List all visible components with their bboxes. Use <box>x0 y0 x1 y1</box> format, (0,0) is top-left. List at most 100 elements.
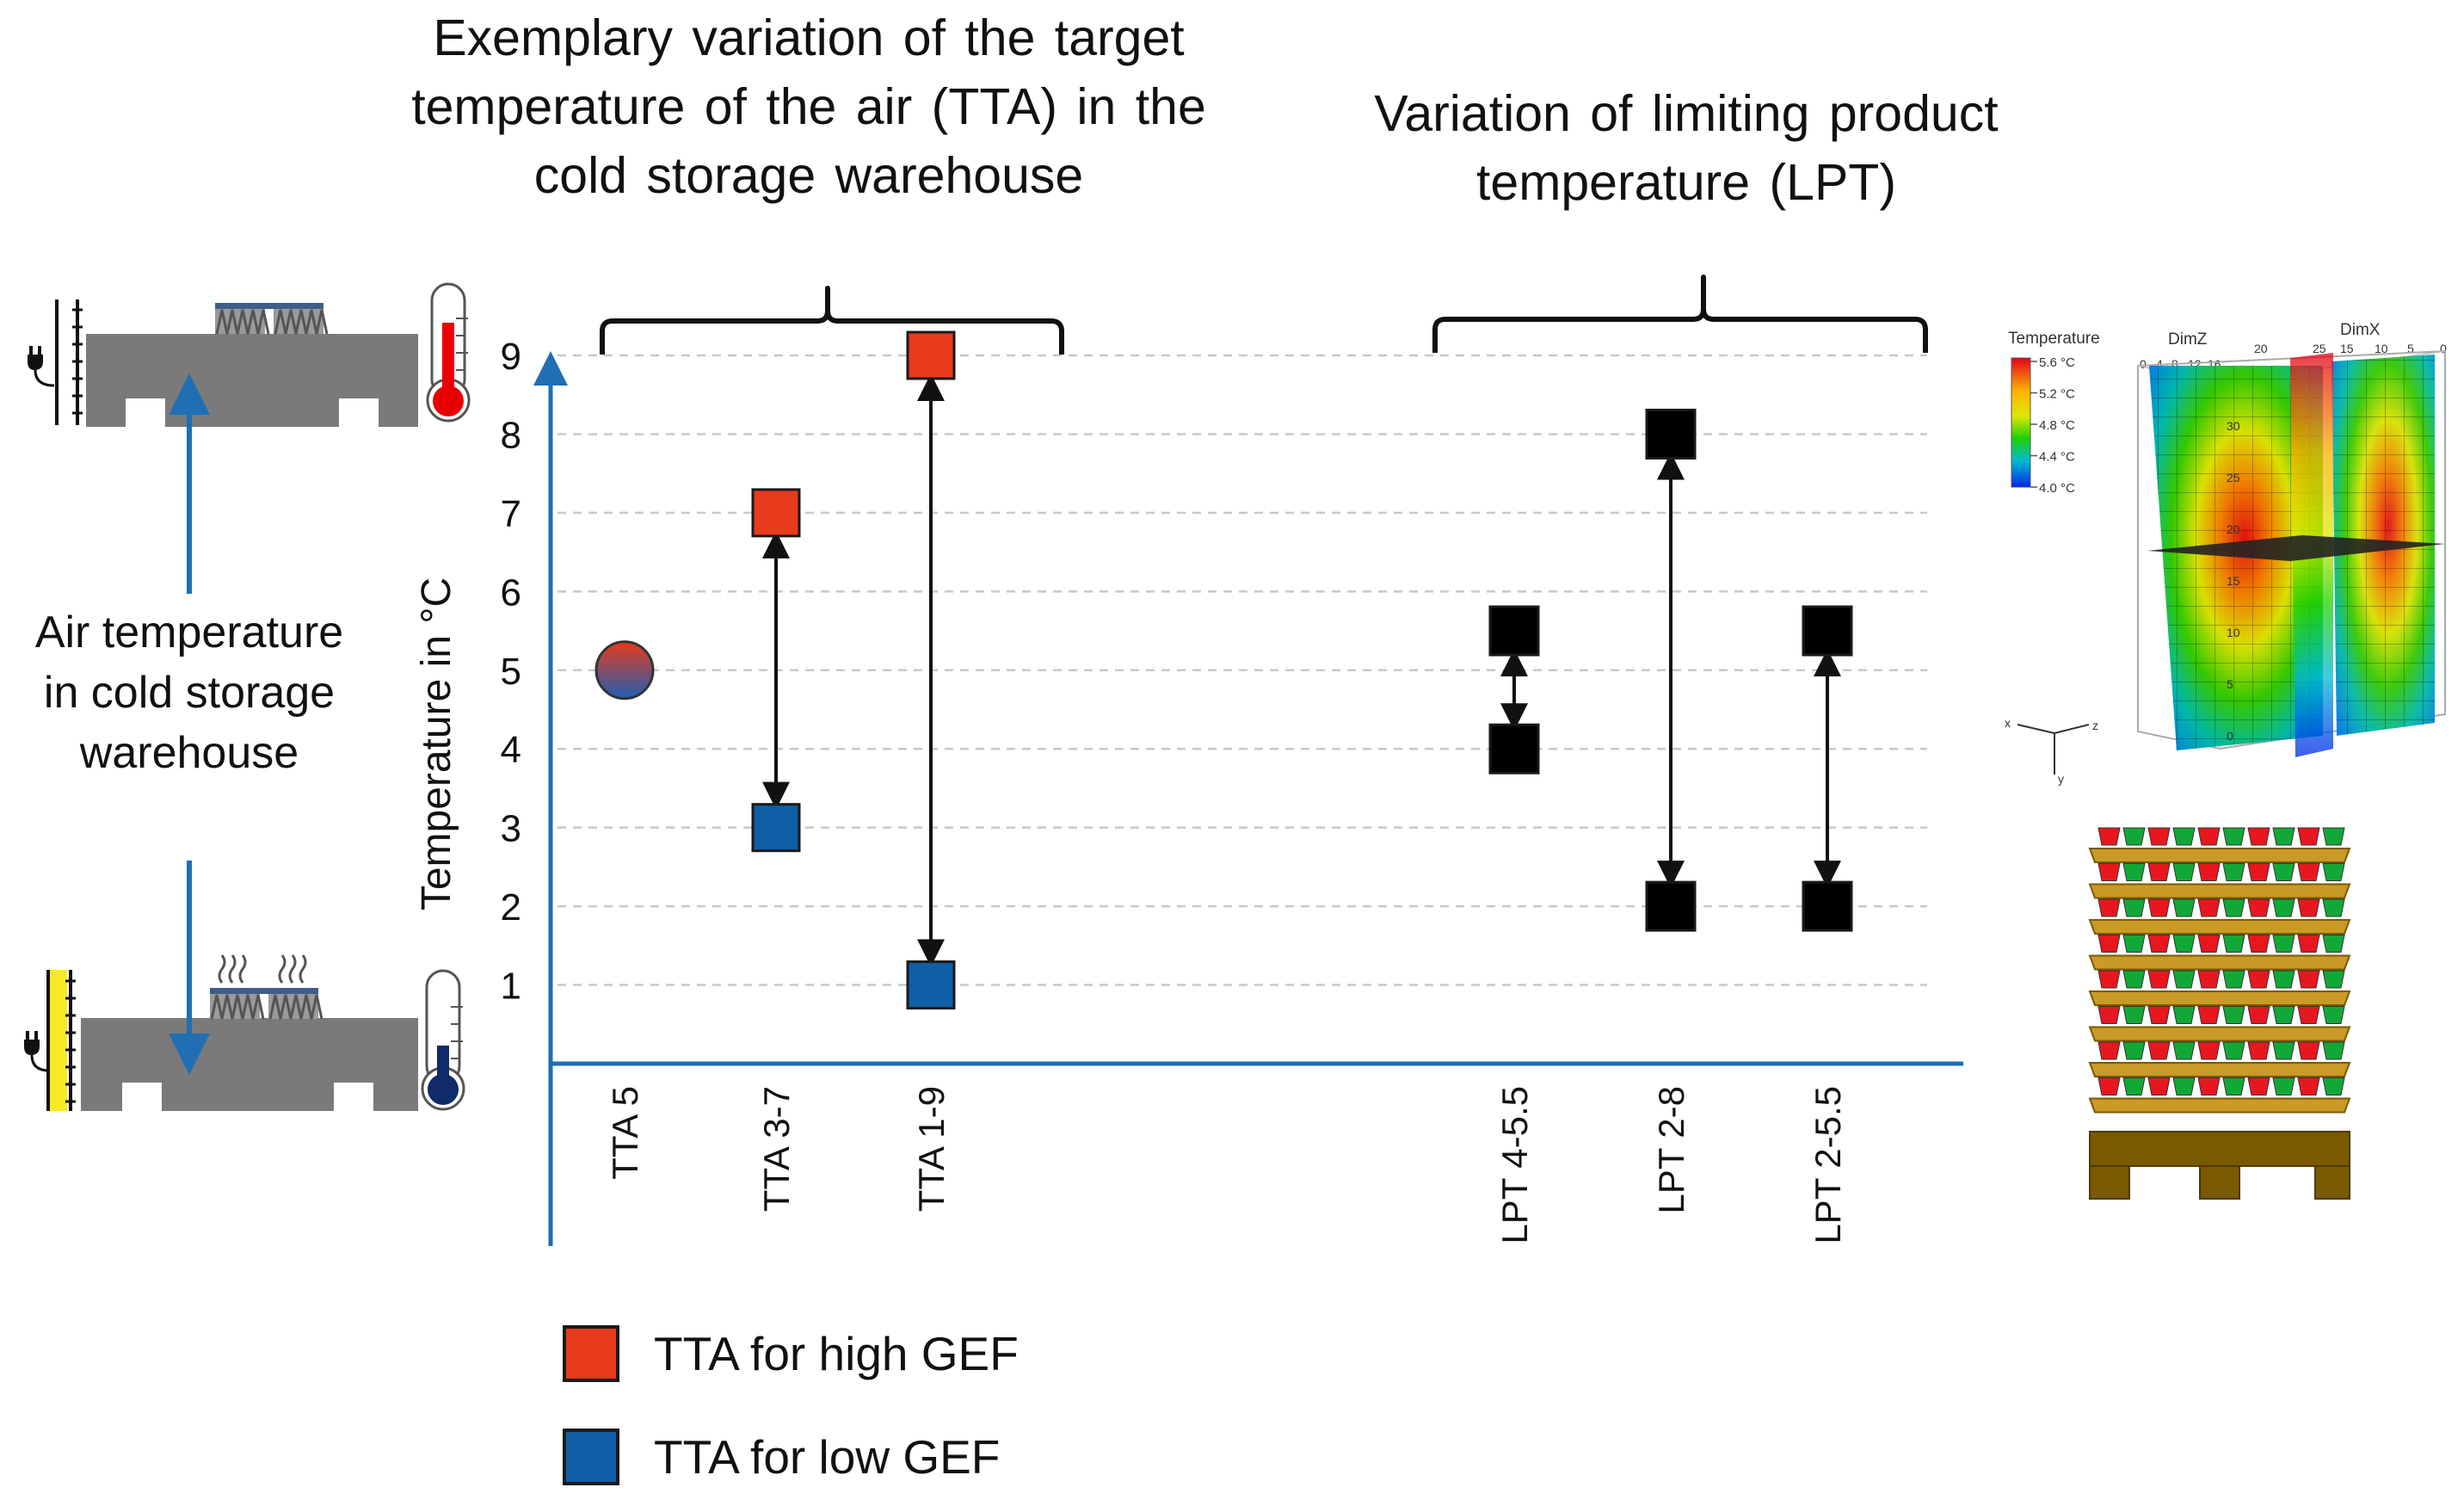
product-cup <box>2247 970 2270 989</box>
product-cup <box>2197 827 2221 846</box>
product-cup <box>2322 898 2345 917</box>
range-arrows <box>762 373 1841 967</box>
product-cup <box>2122 1006 2146 1024</box>
warehouse-heating-illustration <box>24 954 465 1111</box>
y-tick-label: 4 <box>501 729 521 771</box>
dimz-label: DimZ <box>2168 330 2208 349</box>
lpt-heading: Variation of limiting product temperatur… <box>1374 85 1999 211</box>
air-temperature-label: Air temperature in cold storage warehous… <box>34 608 344 778</box>
product-cup <box>2172 1041 2196 1060</box>
product-cup <box>2197 935 2221 953</box>
product-cup <box>2097 1041 2121 1060</box>
pallet-shelf <box>2088 1097 2351 1114</box>
product-cup <box>2297 1006 2320 1024</box>
product-cup <box>2197 863 2221 881</box>
heatmap-legend-title: Temperature <box>2008 330 2100 348</box>
product-cup <box>2247 1006 2270 1024</box>
vertical-tick: 20 <box>2227 522 2240 536</box>
product-cup <box>2297 827 2320 846</box>
product-cup <box>2197 1041 2221 1060</box>
y-tick-label: 5 <box>501 651 521 693</box>
product-cup <box>2322 970 2345 989</box>
product-cup <box>2297 1041 2320 1060</box>
y-tick-label: 8 <box>501 414 521 456</box>
product-cup <box>2222 898 2245 917</box>
pallet-shelf <box>2088 848 2351 863</box>
warehouse-cooling-illustration <box>28 282 471 427</box>
product-cup <box>2172 935 2196 953</box>
product-cup <box>2122 1077 2146 1095</box>
product-packs-top <box>215 303 329 335</box>
product-cup <box>2147 1041 2171 1060</box>
y-tick-label: 7 <box>501 493 521 535</box>
dimx-label: DimX <box>2340 321 2381 339</box>
point-low <box>906 960 956 1010</box>
product-cup <box>2097 970 2121 989</box>
product-cup <box>2097 1077 2121 1095</box>
data-points <box>594 330 1853 1010</box>
x-tick-label: LPT 2-8 <box>1651 1086 1691 1214</box>
product-cup <box>2222 970 2245 989</box>
product-cup <box>2097 827 2121 846</box>
product-cup <box>2122 970 2146 989</box>
dimx-tick: 15 <box>2340 342 2354 355</box>
point-lpt <box>1488 723 1540 775</box>
x-axis: TTA 5 TTA 3-7 TTA 1-9 LPT 4-5.5 LPT 2-8 LPT 2… <box>551 1061 1963 1244</box>
product-cup <box>2272 1006 2295 1024</box>
product-cup <box>2322 1041 2345 1060</box>
product-cup <box>2172 827 2196 846</box>
x-tick-label: TTA 1-9 <box>911 1086 952 1212</box>
product-cup <box>2197 898 2221 917</box>
legend-low-gef: TTA for low GEF <box>563 1429 1000 1485</box>
point-lpt <box>1488 605 1540 657</box>
product-cup <box>2322 863 2345 881</box>
scale-label: 4.0 °C <box>2039 481 2075 496</box>
y-tick-label: 9 <box>501 336 521 378</box>
product-cup <box>2272 1077 2295 1095</box>
plug-icon <box>28 346 55 387</box>
product-cup <box>2197 1006 2221 1024</box>
product-cup <box>2172 863 2196 881</box>
vertical-tick: 0 <box>2227 729 2233 743</box>
product-cup <box>2272 970 2295 989</box>
heatmap-color-scale <box>2011 357 2031 488</box>
heatmap-scale-labels: 5.6 °C 5.2 °C 4.8 °C 4.4 °C 4.0 °C <box>2030 355 2075 496</box>
triad-z: z <box>2092 719 2098 732</box>
dimx-tick: 5 <box>2407 342 2414 355</box>
product-cup <box>2147 827 2171 846</box>
product-cup <box>2197 1077 2221 1095</box>
product-cup <box>2097 863 2121 881</box>
product-cup <box>2197 970 2221 989</box>
y-tick-label: 6 <box>501 571 521 614</box>
x-tick-label: TTA 5 <box>605 1086 645 1180</box>
lpt-brace <box>1432 275 1928 353</box>
point-low <box>751 803 801 853</box>
product-cup <box>2297 898 2320 917</box>
pallet-base <box>2089 1131 2350 1167</box>
product-cup <box>2222 1006 2245 1024</box>
dimz-tick: 0 <box>2140 357 2147 371</box>
pallet-shelf <box>2088 1062 2351 1077</box>
product-cup <box>2222 863 2245 881</box>
pallet-shelf <box>2088 991 2351 1006</box>
pallet-shelf <box>2088 883 2351 899</box>
product-cup <box>2147 863 2171 881</box>
product-cup <box>2272 1041 2295 1060</box>
tta-brace <box>600 286 1064 355</box>
y-axis-label: Temperature in °C <box>414 577 459 910</box>
product-cup <box>2297 1077 2320 1095</box>
y-tick-label: 2 <box>501 886 521 929</box>
dimz-tick: 20 <box>2254 342 2268 355</box>
product-cup <box>2147 935 2171 953</box>
dimx-tick: 10 <box>2375 342 2388 355</box>
legend-label-low: TTA for low GEF <box>654 1430 1001 1484</box>
scale-label: 4.8 °C <box>2039 418 2075 433</box>
point-lpt <box>1645 880 1697 932</box>
plug-icon <box>24 1031 50 1072</box>
triad-y: y <box>2058 772 2064 786</box>
vertical-ticks: 30 25 20 15 10 5 0 <box>2227 419 2240 743</box>
product-cup <box>2247 827 2270 846</box>
product-cup <box>2122 898 2146 917</box>
